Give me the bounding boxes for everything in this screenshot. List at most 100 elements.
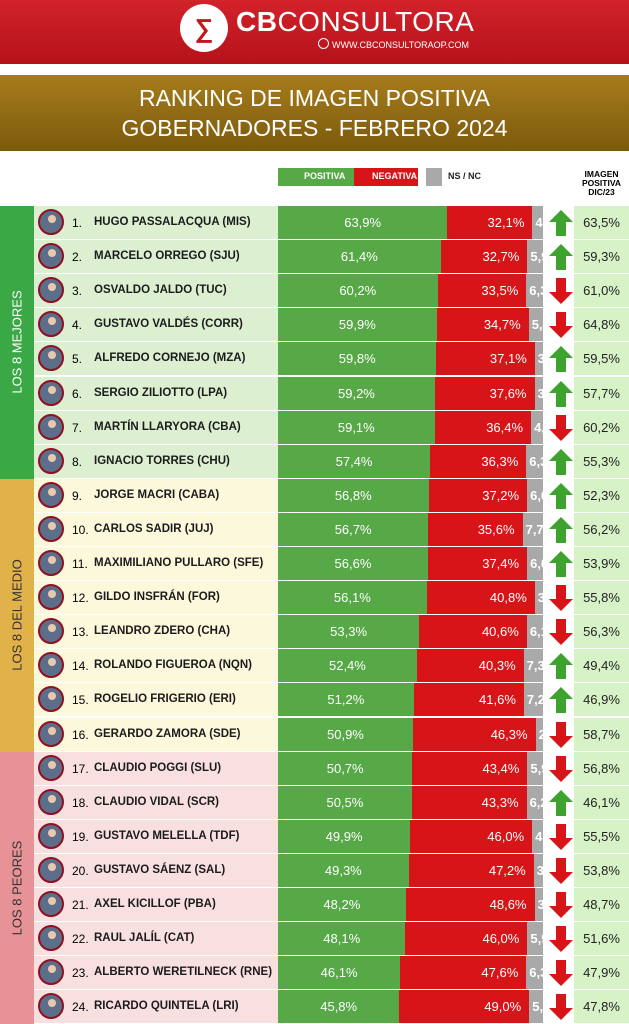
negativa-bar: 40,6% xyxy=(419,615,527,649)
legend-positiva-swatch xyxy=(278,168,374,186)
nsnc-bar: 3,2% xyxy=(534,376,543,410)
positiva-bar: 59,2% xyxy=(278,376,435,410)
nsnc-bar: 3,1% xyxy=(534,342,543,376)
governor-avatar xyxy=(38,925,64,952)
previous-header-line-3: DIC/23 xyxy=(588,187,615,197)
previous-positive-value: 48,7% xyxy=(574,888,629,921)
governor-avatar xyxy=(38,959,64,986)
row-label-cell: 16. GERARDO ZAMORA (SDE) xyxy=(34,717,278,751)
row-label-cell: 6. SERGIO ZILIOTTO (LPA) xyxy=(34,376,278,410)
row-label-cell: 20. GUSTAVO SÁENZ (SAL) xyxy=(34,853,278,887)
governor-avatar xyxy=(38,891,64,917)
rank-number: 13. xyxy=(72,625,89,640)
row-label-cell: 24. RICARDO QUINTELA (LRI) xyxy=(34,990,278,1024)
governor-name: RAUL JALÍL (CAT) xyxy=(94,932,195,945)
governor-name: GUSTAVO VALDÉS (CORR) xyxy=(94,318,243,331)
governor-avatar xyxy=(38,379,64,406)
governor-name: JORGE MACRI (CABA) xyxy=(94,488,220,501)
nsnc-bar: 5,9% xyxy=(527,922,543,956)
stacked-bar: 56,8%37,2%6,0% xyxy=(278,478,543,512)
row-label-cell: 19. GUSTAVO MELELLA (TDF) xyxy=(34,819,278,853)
negativa-bar: 47,6% xyxy=(400,956,527,990)
negativa-bar: 36,4% xyxy=(434,410,532,444)
stacked-bar: 56,6%37,4%6,0% xyxy=(278,547,543,580)
governor-avatar xyxy=(38,584,64,611)
positiva-bar: 59,8% xyxy=(278,342,437,376)
stacked-bar: 59,9%34,7%5,4% xyxy=(278,308,543,342)
governor-avatar xyxy=(38,481,64,508)
row-label-cell: 23. ALBERTO WERETILNECK (RNE) xyxy=(34,956,278,990)
negativa-bar: 46,0% xyxy=(405,922,528,956)
governor-avatar xyxy=(38,618,64,645)
rank-number: 10. xyxy=(72,522,89,537)
previous-positive-value: 52,3% xyxy=(574,478,629,512)
stacked-bar: 46,1%47,6%6,3% xyxy=(278,956,543,990)
arrow-down-icon xyxy=(549,823,573,850)
positiva-bar: 51,2% xyxy=(278,683,414,717)
arrow-up-icon xyxy=(549,482,573,509)
stacked-bar: 56,1%40,8%3,1% xyxy=(278,581,543,615)
nsnc-bar: 3,5% xyxy=(533,853,543,887)
negativa-bar: 43,3% xyxy=(411,785,527,819)
row-label-cell: 2. MARCELO ORREGO (SJU) xyxy=(34,240,278,274)
previous-positive-value: 51,6% xyxy=(574,922,629,956)
governor-name: ROGELIO FRIGERIO (ERI) xyxy=(94,693,236,706)
positiva-bar: 45,8% xyxy=(278,990,400,1024)
table-row: 2. MARCELO ORREGO (SJU) 61,4%32,7%5,9% 59,3… xyxy=(34,240,629,274)
nsnc-bar: 7,7% xyxy=(522,512,543,546)
table-row: 12. GILDO INSFRÁN (FOR) 56,1%40,8%3,1% 55,8… xyxy=(34,581,629,615)
positiva-bar: 50,5% xyxy=(278,785,412,819)
nsnc-bar: 2,8% xyxy=(535,717,543,751)
table-row: 5.ALFREDO CORNEJO (MZA)59,8%37,1%3,1%59,… xyxy=(34,342,629,376)
table-row: 3. OSVALDO JALDO (TUC) 60,2%33,5%6,3% 61,0% xyxy=(34,274,629,308)
governor-avatar xyxy=(38,652,64,679)
group-band: LOS 8 PEORES xyxy=(0,751,34,1024)
negativa-bar: 46,3% xyxy=(412,717,536,751)
title-line-1: RANKING DE IMAGEN POSITIVA xyxy=(138,85,491,111)
arrow-down-icon xyxy=(549,960,573,987)
previous-positive-value: 56,2% xyxy=(574,512,629,546)
website: WWW.CBCONSULTORAOP.COM xyxy=(318,38,469,50)
governor-name: GUSTAVO SÁENZ (SAL) xyxy=(94,863,226,876)
negativa-bar: 37,1% xyxy=(436,342,535,376)
previous-positive-value: 59,3% xyxy=(574,240,629,274)
arrow-down-icon xyxy=(549,994,573,1021)
negativa-bar: 34,7% xyxy=(436,308,529,342)
positiva-bar: 61,4% xyxy=(278,240,441,274)
rank-number: 9. xyxy=(72,488,83,503)
governor-name: ROLANDO FIGUEROA (NQN) xyxy=(94,659,253,672)
arrow-up-icon xyxy=(549,346,573,373)
governor-name: MARTÍN LLARYORA (CBA) xyxy=(94,420,241,433)
previous-positive-value: 57,7% xyxy=(574,376,629,410)
nsnc-bar: 7,2% xyxy=(523,683,543,717)
arrow-down-icon xyxy=(549,312,573,339)
arrow-down-icon xyxy=(549,721,573,748)
negativa-bar: 37,4% xyxy=(427,547,528,580)
negativa-bar: 41,6% xyxy=(413,683,524,717)
arrow-up-icon xyxy=(549,653,573,680)
table-row: 11. MAXIMILIANO PULLARO (SFE) 56,6% 37,4% 6,… xyxy=(34,547,629,581)
governor-avatar xyxy=(38,345,64,372)
previous-positive-value: 55,3% xyxy=(574,444,629,478)
negativa-bar: 43,4% xyxy=(412,751,528,785)
table-row: 1.HUGO PASSALACQUA (MIS)63,9%32,1%4,0%63… xyxy=(34,206,629,240)
rank-number: 7. xyxy=(72,420,83,435)
group-label: LOS 8 DEL MEDIO xyxy=(9,559,25,671)
table-row: 21. AXEL KICILLOF (PBA) 48,2%48,6%3,2% 48,7… xyxy=(34,888,629,922)
rank-number: 24. xyxy=(72,1000,89,1015)
stacked-bar: 45,8%49,0%5,2% xyxy=(278,990,543,1024)
row-label-cell: 8. IGNACIO TORRES (CHU) xyxy=(34,444,278,478)
table-row: 7. MARTÍN LLARYORA (CBA) 59,1%36,4%4,5% 60,… xyxy=(34,410,629,445)
rank-number: 6. xyxy=(72,386,83,401)
brand-rest: CONSULTORA xyxy=(277,6,475,37)
previous-positive-value: 64,8% xyxy=(574,308,629,342)
stacked-bar: 61,4%32,7%5,9% xyxy=(278,240,543,274)
positiva-bar: 57,4% xyxy=(278,444,431,478)
positiva-bar: 60,2% xyxy=(278,274,438,308)
nsnc-bar: 6,0% xyxy=(527,547,543,580)
negativa-bar: 47,2% xyxy=(408,853,534,887)
nsnc-bar: 6,0% xyxy=(527,478,543,512)
governor-name: LEANDRO ZDERO (CHA) xyxy=(94,625,231,638)
rank-number: 5. xyxy=(72,352,83,367)
positiva-bar: 46,1% xyxy=(278,956,401,990)
